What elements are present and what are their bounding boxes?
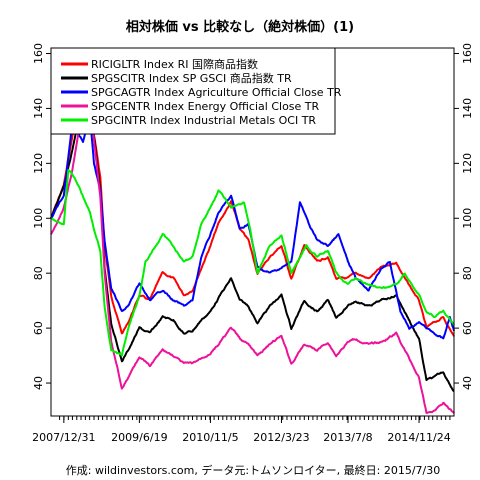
y-tick-label-left: 160 xyxy=(32,43,45,64)
y-tick-label-left: 80 xyxy=(32,266,45,280)
legend-label: RICIGLTR Index RI 国際商品指数 xyxy=(91,57,258,71)
series-line-5 xyxy=(50,168,455,357)
legend-label: SPGSCITR Index SP GSCI 商品指数 TR xyxy=(91,71,292,85)
series-line-4 xyxy=(50,67,455,414)
axes: 40 40 60 60 80 80 100 100 120 120 140 140 160 160 2007… xyxy=(32,43,474,444)
plot-lines xyxy=(50,67,455,414)
y-tick-label-right: 40 xyxy=(461,376,474,390)
x-tick-label: 2014/11/24 xyxy=(387,431,450,444)
y-tick-label-right: 160 xyxy=(461,43,474,64)
y-tick-label-left: 100 xyxy=(32,208,45,229)
series-line-2 xyxy=(50,76,455,393)
y-tick-label-right: 80 xyxy=(461,266,474,280)
y-tick-label-left: 40 xyxy=(32,376,45,390)
y-tick-label-right: 120 xyxy=(461,153,474,174)
x-tick-label: 2013/7/8 xyxy=(323,431,372,444)
legend-label: SPGCINTR Index Industrial Metals OCI TR xyxy=(91,114,316,127)
y-tick-label-left: 120 xyxy=(32,153,45,174)
x-tick-label: 2007/12/31 xyxy=(32,431,95,444)
y-tick-label-left: 140 xyxy=(32,98,45,119)
y-tick-label-right: 140 xyxy=(461,98,474,119)
x-tick-label: 2012/3/23 xyxy=(253,431,309,444)
chart-caption: 作成: wildinvestors.com, データ元:トムソンロイター, 最終… xyxy=(66,463,440,477)
chart-title: 相対株価 vs 比較なし（絶対株価）(1) xyxy=(126,19,354,35)
x-tick-label: 2010/11/5 xyxy=(182,431,238,444)
y-tick-label-left: 60 xyxy=(32,321,45,335)
y-tick-label-right: 100 xyxy=(461,208,474,229)
legend-label: SPGCAGTR Index Agriculture Official Clos… xyxy=(91,86,342,99)
legend-label: SPGCENTR Index Energy Official Close TR xyxy=(91,100,320,113)
y-tick-label-right: 60 xyxy=(461,321,474,335)
series-line-1 xyxy=(50,82,455,337)
legend-box xyxy=(50,47,336,135)
x-tick-label: 2009/6/19 xyxy=(111,431,167,444)
series-line-3 xyxy=(50,113,455,340)
